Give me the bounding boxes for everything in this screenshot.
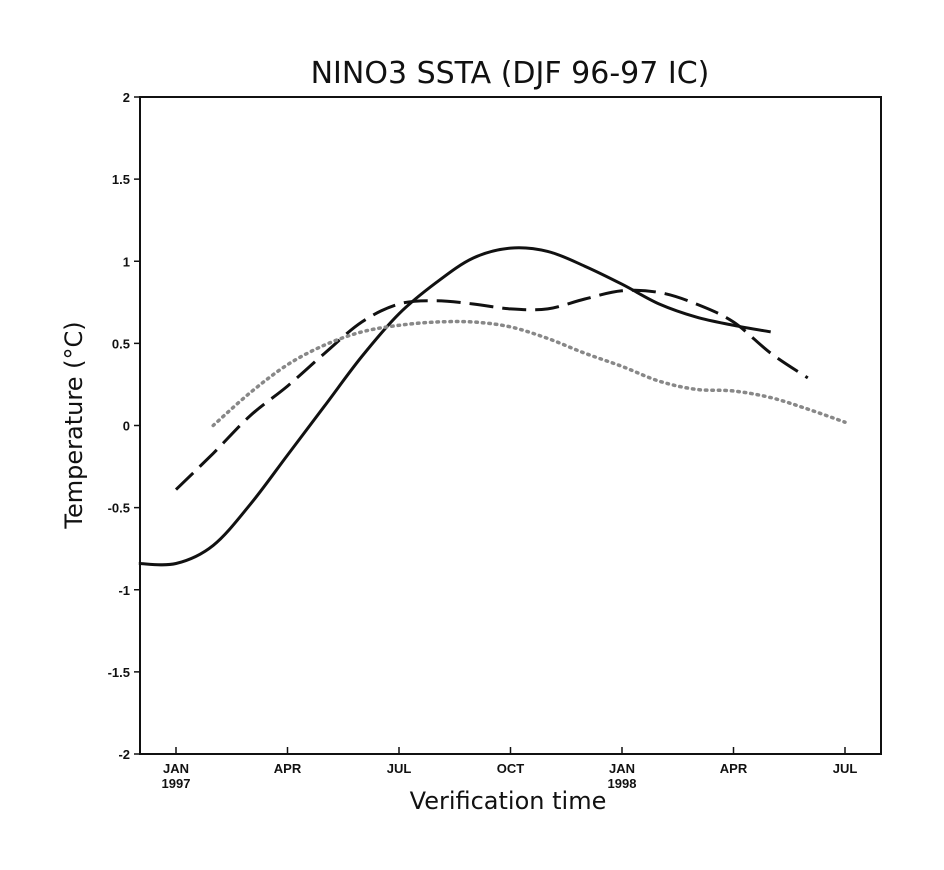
y-tick-label: -1.5: [108, 665, 130, 680]
x-tick-label: JAN: [609, 761, 635, 776]
x-tick-label: APR: [274, 761, 302, 776]
plot-frame: [139, 96, 882, 755]
x-tick-sublabel: 1998: [608, 776, 637, 791]
chart-title: NINO3 SSTA (DJF 96-97 IC): [311, 56, 710, 91]
y-tick-label: 0.5: [112, 336, 130, 351]
x-axis-label: Verification time: [410, 787, 607, 815]
x-tick-label: JUL: [387, 761, 412, 776]
y-axis: 2 1.5 1 0.5 0 -0.5 -1 -1.5 -2: [108, 90, 140, 762]
y-tick-label: 1: [123, 254, 130, 269]
series-line-solid: [138, 246, 771, 567]
y-tick-label: 1.5: [112, 172, 130, 187]
x-tick-sublabel: 1997: [162, 776, 191, 791]
x-tick-label: JUL: [833, 761, 858, 776]
y-axis-label: Temperature (°C): [60, 321, 88, 529]
y-tick-label: -2: [118, 747, 130, 762]
x-tick-label: APR: [720, 761, 748, 776]
y-tick-label: -1: [118, 583, 130, 598]
series-line-dashed: [174, 288, 809, 491]
series-line-dotted: [211, 319, 847, 428]
x-tick-label: OCT: [497, 761, 525, 776]
series-layer: [138, 246, 847, 567]
y-tick-label: -0.5: [108, 501, 130, 516]
y-tick-label: 2: [123, 90, 130, 105]
y-tick-label: 0: [123, 419, 130, 434]
x-tick-label: JAN: [163, 761, 189, 776]
